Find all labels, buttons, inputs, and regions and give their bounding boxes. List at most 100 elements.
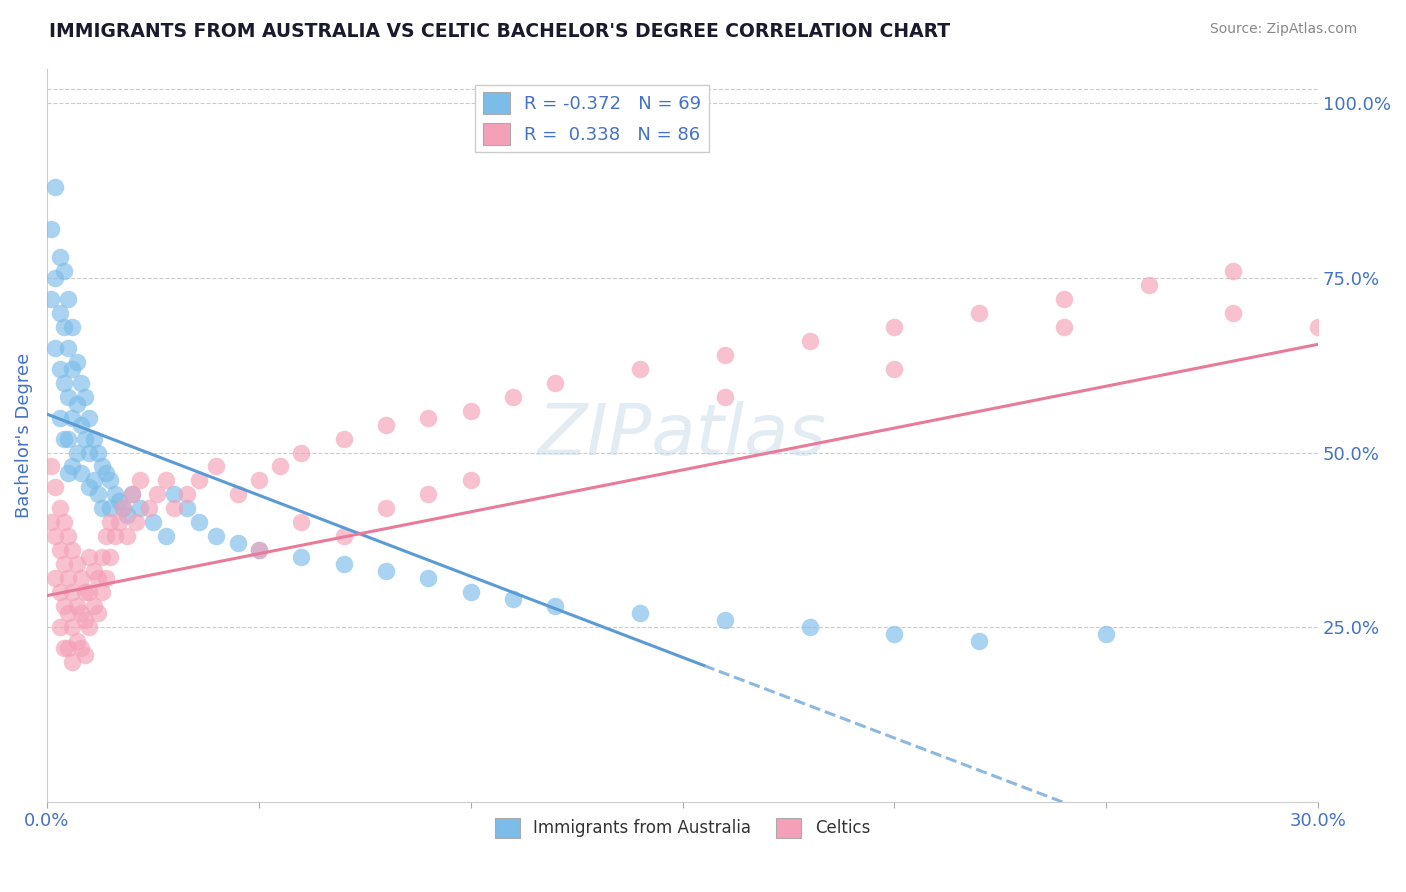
Legend: Immigrants from Australia, Celtics: Immigrants from Australia, Celtics: [488, 811, 877, 845]
Point: [163, 501, 186, 516]
Point: [48, 585, 70, 599]
Point: [44, 571, 66, 585]
Point: [374, 501, 396, 516]
Point: [91, 501, 114, 516]
Point: [48, 501, 70, 516]
Point: [967, 634, 990, 648]
Point: [56, 571, 79, 585]
Point: [418, 571, 440, 585]
Point: [155, 474, 177, 488]
Point: [56, 467, 79, 481]
Point: [1308, 319, 1330, 334]
Point: [56, 341, 79, 355]
Point: [83, 564, 105, 578]
Point: [96, 529, 118, 543]
Point: [69, 640, 91, 655]
Point: [188, 474, 211, 488]
Point: [460, 403, 482, 417]
Point: [100, 474, 122, 488]
Point: [117, 529, 139, 543]
Point: [60, 655, 83, 669]
Point: [100, 516, 122, 530]
Point: [138, 501, 160, 516]
Point: [91, 585, 114, 599]
Point: [65, 445, 87, 459]
Point: [44, 341, 66, 355]
Point: [883, 361, 905, 376]
Point: [77, 550, 100, 565]
Point: [112, 501, 135, 516]
Point: [87, 606, 110, 620]
Point: [48, 543, 70, 558]
Point: [60, 543, 83, 558]
Point: [65, 558, 87, 572]
Point: [332, 558, 354, 572]
Point: [69, 417, 91, 432]
Point: [544, 376, 567, 390]
Point: [52, 640, 75, 655]
Point: [502, 592, 524, 607]
Point: [52, 516, 75, 530]
Point: [1222, 306, 1244, 320]
Point: [121, 487, 143, 501]
Point: [56, 606, 79, 620]
Point: [374, 564, 396, 578]
Point: [112, 501, 135, 516]
Point: [44, 529, 66, 543]
Point: [56, 432, 79, 446]
Point: [176, 487, 198, 501]
Point: [374, 417, 396, 432]
Point: [418, 487, 440, 501]
Point: [77, 585, 100, 599]
Point: [1095, 627, 1118, 641]
Point: [77, 445, 100, 459]
Point: [96, 467, 118, 481]
Point: [121, 487, 143, 501]
Point: [44, 271, 66, 285]
Point: [142, 516, 165, 530]
Point: [69, 606, 91, 620]
Point: [87, 487, 110, 501]
Point: [155, 529, 177, 543]
Point: [65, 599, 87, 613]
Point: [48, 250, 70, 264]
Point: [52, 264, 75, 278]
Point: [176, 501, 198, 516]
Point: [108, 494, 131, 508]
Point: [73, 585, 96, 599]
Point: [269, 459, 291, 474]
Point: [714, 613, 737, 627]
Point: [77, 410, 100, 425]
Point: [883, 627, 905, 641]
Point: [628, 361, 651, 376]
Point: [290, 550, 312, 565]
Point: [1053, 319, 1076, 334]
Point: [83, 474, 105, 488]
Point: [44, 480, 66, 494]
Point: [65, 355, 87, 369]
Point: [69, 467, 91, 481]
Point: [91, 550, 114, 565]
Point: [52, 319, 75, 334]
Point: [69, 571, 91, 585]
Point: [104, 529, 127, 543]
Point: [87, 445, 110, 459]
Point: [44, 180, 66, 194]
Point: [48, 361, 70, 376]
Point: [332, 432, 354, 446]
Point: [60, 410, 83, 425]
Point: [73, 390, 96, 404]
Point: [60, 459, 83, 474]
Point: [60, 361, 83, 376]
Point: [226, 487, 249, 501]
Point: [65, 397, 87, 411]
Point: [205, 459, 228, 474]
Point: [100, 501, 122, 516]
Point: [799, 620, 821, 634]
Point: [83, 599, 105, 613]
Point: [1222, 264, 1244, 278]
Point: [60, 319, 83, 334]
Point: [1137, 277, 1160, 292]
Point: [65, 634, 87, 648]
Point: [60, 620, 83, 634]
